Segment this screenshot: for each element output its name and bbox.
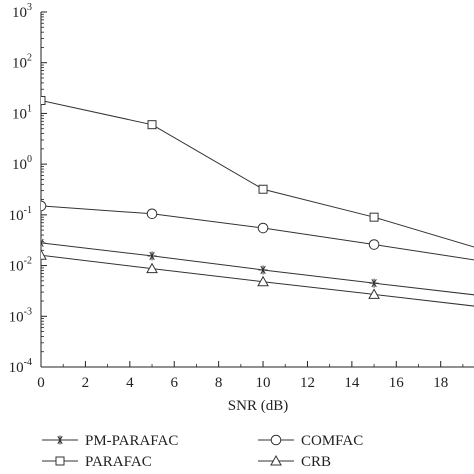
star-stroke xyxy=(41,238,44,244)
series-pm-parafac xyxy=(41,238,474,296)
data-point-star xyxy=(147,251,157,261)
series-parafac xyxy=(41,95,474,248)
data-point-square xyxy=(41,95,46,105)
y-tick-label-exponent: 1 xyxy=(27,103,32,114)
data-point-square xyxy=(369,212,379,222)
y-tick-label-exponent: 0 xyxy=(27,154,32,165)
y-tick-label-base: 10 xyxy=(9,309,24,325)
data-point-star xyxy=(55,435,65,445)
y-tick-label-exponent: -4 xyxy=(24,357,32,368)
x-tick-label: 12 xyxy=(300,375,315,391)
legend-item-comfac: COMFAC xyxy=(258,433,363,449)
data-point-square xyxy=(258,184,268,194)
series-crb xyxy=(41,249,474,307)
y-tick-label-base: 10 xyxy=(12,56,27,72)
x-tick-label: 4 xyxy=(126,375,134,391)
data-point-circle xyxy=(146,208,158,220)
y-tick-label-base: 10 xyxy=(9,360,24,376)
data-point-triangle xyxy=(146,262,158,274)
data-point-square xyxy=(55,456,65,466)
data-point-square xyxy=(147,120,157,130)
series-line xyxy=(41,254,474,307)
y-tick-label-exponent: -3 xyxy=(24,306,32,317)
x-tick-label: 16 xyxy=(389,375,405,391)
x-tick-label: 6 xyxy=(170,375,178,391)
y-tick-label: 10-1 xyxy=(9,205,32,224)
series-line xyxy=(41,99,474,248)
legend-item-pm-parafac: PM-PARAFAC xyxy=(42,433,178,449)
legend-label: CRB xyxy=(301,454,331,470)
data-point-triangle xyxy=(270,454,282,466)
legend: PM-PARAFAC COMFAC PARAFAC CRB xyxy=(42,433,363,470)
data-point-star xyxy=(258,265,268,275)
data-point-star xyxy=(41,238,46,248)
data-point-circle xyxy=(41,200,47,212)
axes xyxy=(40,12,474,368)
series-line xyxy=(41,205,474,261)
y-tick-label-base: 10 xyxy=(12,157,27,173)
data-point-triangle xyxy=(41,249,47,260)
y-tick-label-exponent: 2 xyxy=(27,53,32,64)
plot-area xyxy=(41,95,474,307)
data-point-triangle xyxy=(368,288,380,299)
legend-label: PARAFAC xyxy=(85,454,152,470)
series-line xyxy=(41,242,474,296)
x-tick-label: 0 xyxy=(37,375,45,391)
y-tick-label-exponent: -1 xyxy=(24,205,32,216)
x-axis-ticks: 0 2 4 6 8 10 12 14 16 18 xyxy=(37,361,464,391)
legend-label: COMFAC xyxy=(301,433,363,449)
y-tick-label: 10-2 xyxy=(9,256,32,275)
y-tick-label-base: 10 xyxy=(9,259,24,275)
y-tick-label: 10-3 xyxy=(9,306,32,325)
series-comfac xyxy=(41,200,474,261)
star-stroke xyxy=(41,241,44,248)
data-point-circle xyxy=(257,222,269,234)
x-axis-label: SNR (dB) xyxy=(228,398,288,414)
y-tick-label-base: 10 xyxy=(9,208,24,224)
y-tick-label: 103 xyxy=(12,2,32,21)
x-tick-label: 10 xyxy=(256,375,271,391)
data-point-triangle xyxy=(257,275,269,287)
y-tick-label: 102 xyxy=(12,53,32,72)
legend-label: PM-PARAFAC xyxy=(85,433,178,449)
y-tick-label-base: 10 xyxy=(12,106,27,122)
data-point-circle xyxy=(368,239,380,250)
y-tick-label-base: 10 xyxy=(12,5,27,21)
y-tick-label: 101 xyxy=(12,103,32,122)
x-tick-label: 18 xyxy=(433,375,448,391)
x-tick-label: 2 xyxy=(82,375,90,391)
y-tick-label-exponent: -2 xyxy=(24,256,32,267)
data-point-star xyxy=(369,278,379,288)
data-point-circle xyxy=(270,434,282,446)
y-tick-label-exponent: 3 xyxy=(27,2,32,13)
x-tick-label: 8 xyxy=(215,375,223,391)
x-tick-label: 14 xyxy=(344,375,360,391)
legend-item-parafac: PARAFAC xyxy=(42,454,152,470)
y-tick-label: 10-4 xyxy=(9,357,32,376)
y-tick-label: 100 xyxy=(12,154,32,173)
legend-item-crb: CRB xyxy=(258,454,331,470)
